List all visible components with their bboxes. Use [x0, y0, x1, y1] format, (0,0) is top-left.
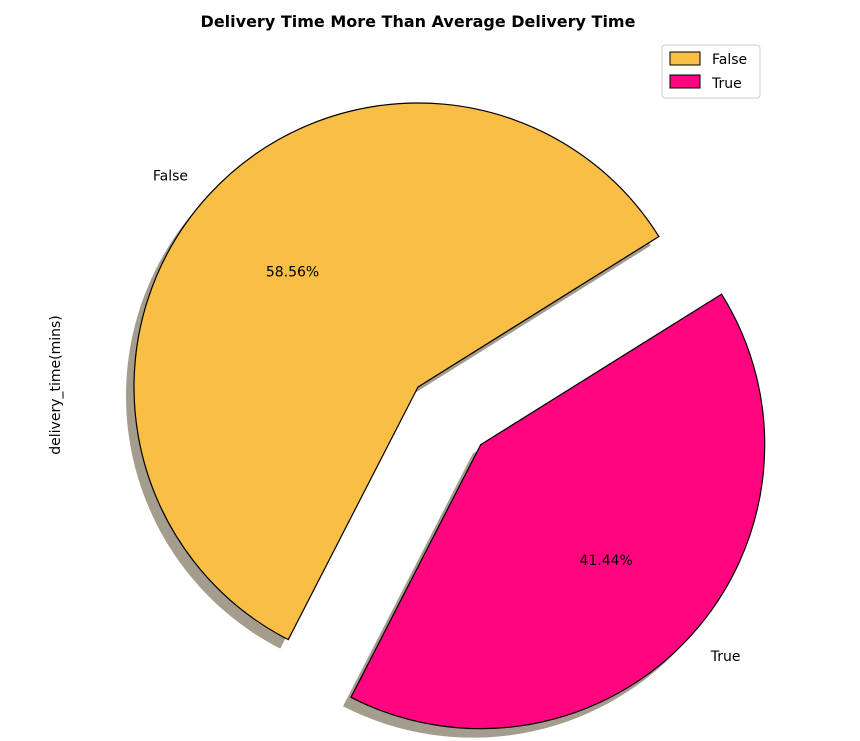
pie-slice-true: [350, 293, 766, 730]
slices: [133, 102, 766, 730]
chart-title: Delivery Time More Than Average Delivery…: [201, 12, 636, 31]
legend-label-true: True: [711, 76, 742, 92]
y-axis-label: delivery_time(mins): [48, 315, 64, 454]
legend-swatch-false: [669, 51, 701, 66]
slice-label-true: True: [710, 649, 741, 665]
legend-label-false: False: [712, 52, 747, 68]
legend: False True: [661, 44, 761, 99]
legend-swatch-true: [669, 74, 701, 89]
slice-labels: False 58.56% True 41.44%: [153, 169, 741, 666]
slice-label-false: False: [153, 169, 188, 185]
slice-percent-false: 58.56%: [266, 265, 319, 281]
pie-slice-false: [133, 102, 660, 641]
slice-percent-true: 41.44%: [579, 553, 632, 569]
